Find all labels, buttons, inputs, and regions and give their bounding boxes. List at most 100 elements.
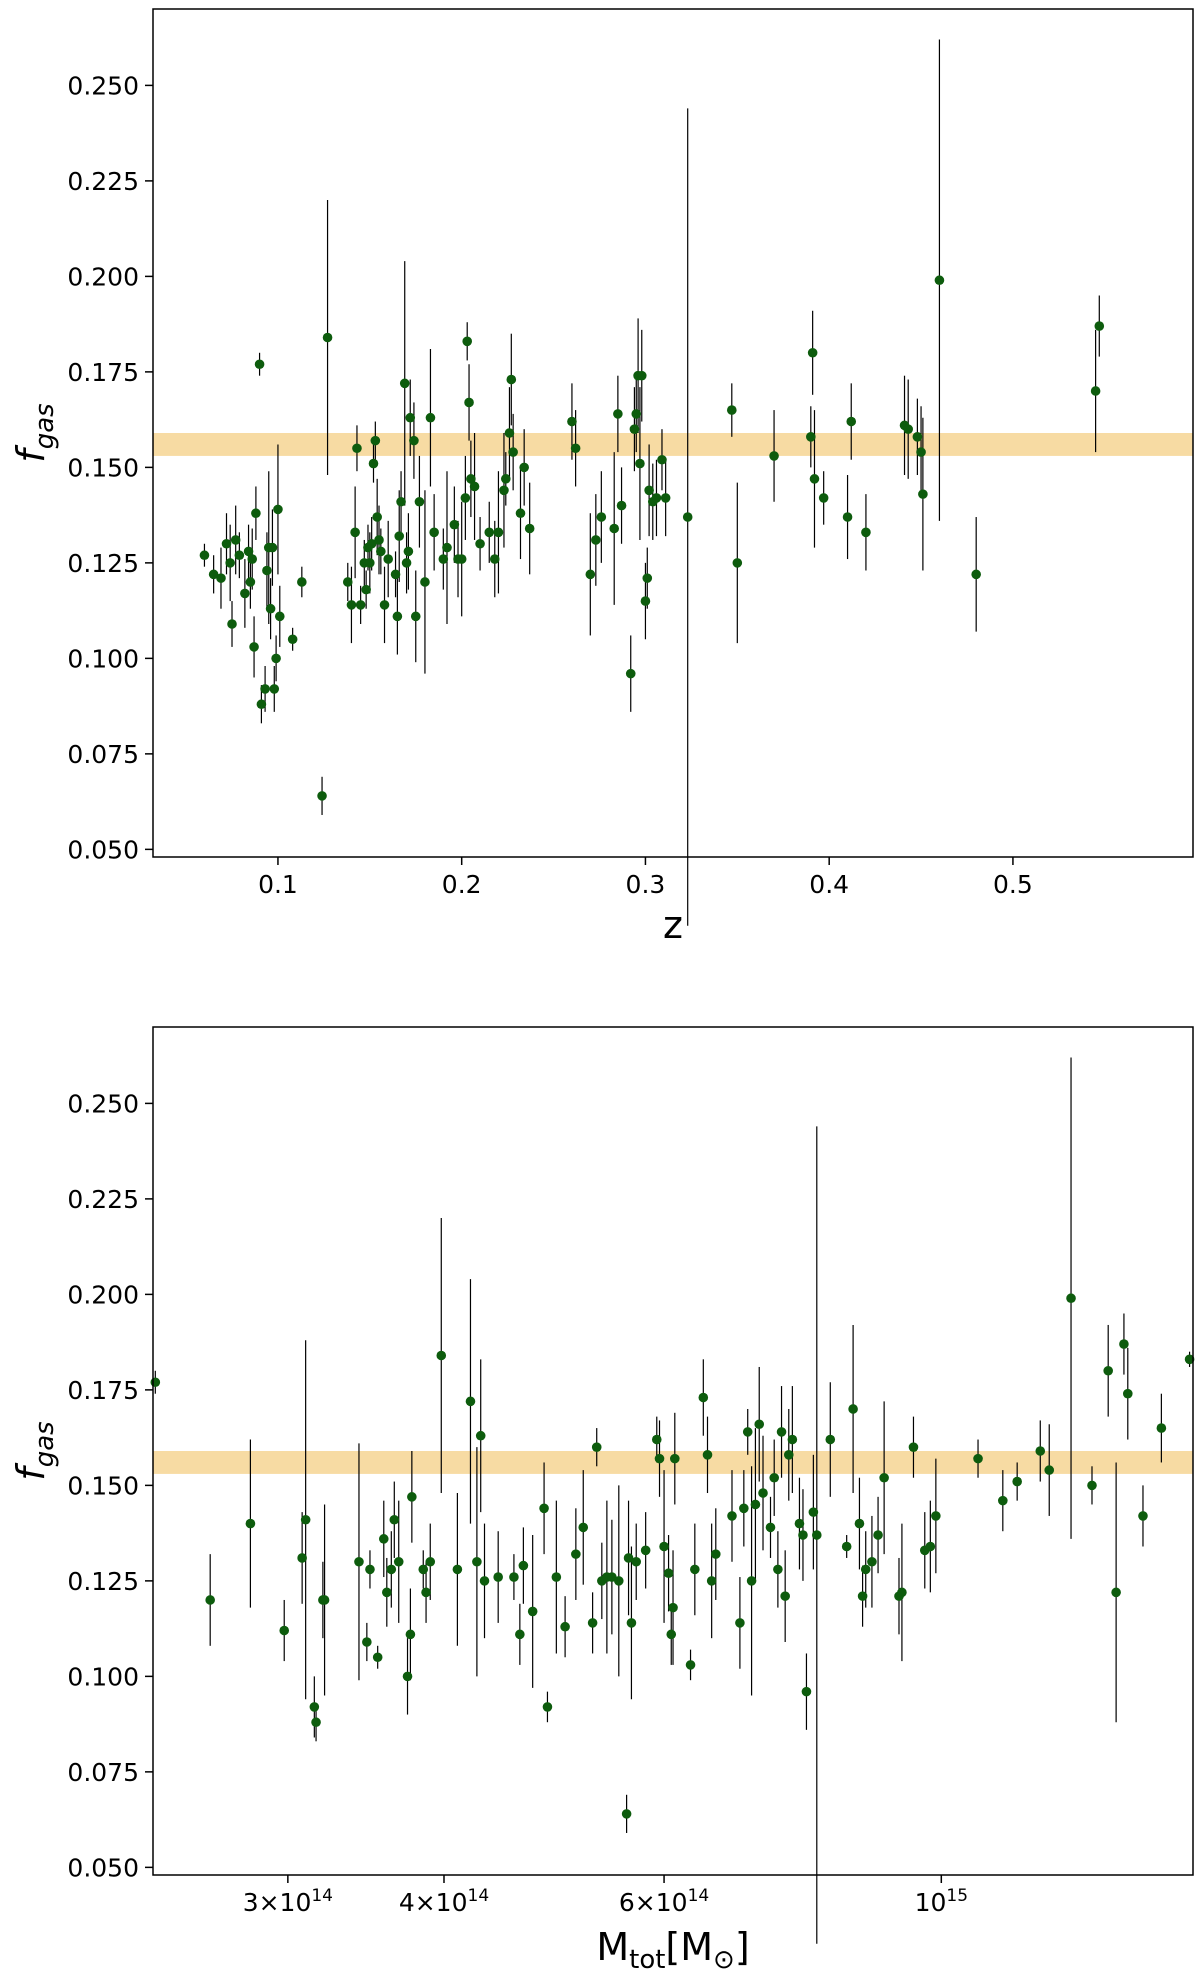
data-point	[663, 1568, 674, 1579]
data-point	[243, 546, 254, 557]
data-point	[519, 462, 529, 473]
data-point	[300, 1514, 311, 1525]
y-tick-label: 0.100	[67, 644, 139, 673]
data-point	[452, 1564, 463, 1575]
data-point	[651, 1434, 662, 1445]
data-point	[613, 409, 623, 419]
data-point	[542, 1702, 553, 1712]
y-axis-title-sub: gas	[30, 1421, 60, 1467]
data-point	[462, 336, 473, 347]
data-point	[401, 558, 412, 568]
data-point	[297, 577, 307, 587]
data-point	[506, 374, 517, 385]
data-point	[570, 443, 581, 454]
data-point	[366, 538, 377, 549]
panel-fgas-vs-redshift: 0.1 0.2 0.3 0.4 0.5 0.050 0.075 0.100 0.125 0.15…	[9, 8, 1194, 947]
data-point	[489, 554, 500, 564]
y-tick-label: 0.200	[67, 262, 139, 291]
data-point	[857, 1591, 868, 1601]
data-point	[754, 1419, 765, 1430]
data-point	[456, 554, 467, 564]
data-point	[389, 1514, 400, 1525]
data-point	[493, 527, 504, 538]
data-point	[659, 1541, 669, 1552]
data-point	[399, 378, 410, 389]
data-point	[801, 1686, 812, 1697]
data-point	[1156, 1423, 1167, 1433]
data-point	[776, 1427, 787, 1437]
data-point	[854, 1518, 865, 1529]
data-point	[509, 1572, 519, 1582]
data-point	[897, 1587, 907, 1598]
data-point	[808, 1507, 819, 1517]
data-point	[1103, 1365, 1113, 1376]
data-point	[274, 611, 285, 622]
data-point	[825, 1434, 836, 1445]
data-point	[578, 1522, 589, 1533]
errorbar-group	[154, 1057, 1191, 1944]
data-point	[750, 1499, 761, 1510]
data-point	[150, 1377, 161, 1388]
data-point	[425, 412, 436, 423]
y-tick-label: 0.050	[67, 835, 139, 864]
data-point	[265, 603, 276, 614]
data-point	[860, 1564, 871, 1575]
data-point	[245, 1518, 256, 1529]
data-point	[354, 1556, 364, 1567]
data-point	[518, 1560, 529, 1571]
data-point	[685, 1660, 696, 1670]
data-point	[769, 451, 779, 461]
data-point	[438, 554, 449, 564]
data-point	[798, 1530, 808, 1540]
data-point	[362, 1637, 372, 1647]
data-point	[861, 527, 871, 538]
data-point	[464, 397, 474, 408]
data-point	[670, 1453, 680, 1464]
y-tick-label: 0.100	[67, 1662, 139, 1691]
data-point	[809, 474, 820, 484]
data-point	[780, 1591, 790, 1601]
x-axis-title-unit-sub: ⊙	[713, 1945, 735, 1975]
data-point	[372, 512, 382, 522]
data-point	[355, 600, 366, 610]
data-point	[934, 275, 945, 286]
y-tick-label: 0.075	[67, 1758, 139, 1787]
data-point	[587, 1618, 598, 1628]
y-tick-label: 0.175	[67, 358, 139, 387]
data-point	[726, 405, 737, 415]
y-tick-label: 0.150	[67, 453, 139, 482]
x-axis-title-unit: [M	[665, 1925, 713, 1969]
data-point	[368, 458, 379, 469]
x-axis-title-close: ]	[735, 1925, 750, 1969]
data-point	[247, 554, 258, 564]
data-point	[567, 416, 577, 427]
data-point	[508, 447, 518, 457]
y-tick-label: 0.225	[67, 1185, 139, 1214]
data-point	[374, 535, 384, 545]
data-point	[472, 1556, 482, 1567]
data-point	[407, 1492, 417, 1502]
data-point	[1184, 1354, 1195, 1365]
data-point	[221, 538, 232, 549]
data-point	[267, 542, 278, 553]
data-point	[383, 554, 393, 564]
data-point	[758, 1488, 768, 1498]
y-axis-ticks: 0.050 0.075 0.100 0.125 0.150 0.175 0.200 0.225…	[67, 71, 153, 864]
data-point	[848, 1404, 858, 1414]
data-point	[783, 1450, 794, 1460]
data-point	[352, 443, 362, 454]
data-point	[973, 1453, 983, 1464]
data-point	[609, 523, 620, 534]
data-point	[682, 512, 693, 522]
data-point	[297, 1553, 307, 1563]
data-point	[710, 1549, 721, 1559]
data-point	[386, 1564, 397, 1575]
data-point	[631, 1556, 642, 1567]
data-point	[867, 1556, 877, 1567]
data-point	[698, 1392, 709, 1403]
data-point	[346, 600, 357, 610]
y-axis-title-sub: gas	[30, 403, 60, 449]
data-point	[539, 1503, 549, 1514]
x-axis-ticks: 0.1 0.2 0.3 0.4 0.5	[258, 857, 1033, 899]
data-point	[916, 447, 926, 457]
